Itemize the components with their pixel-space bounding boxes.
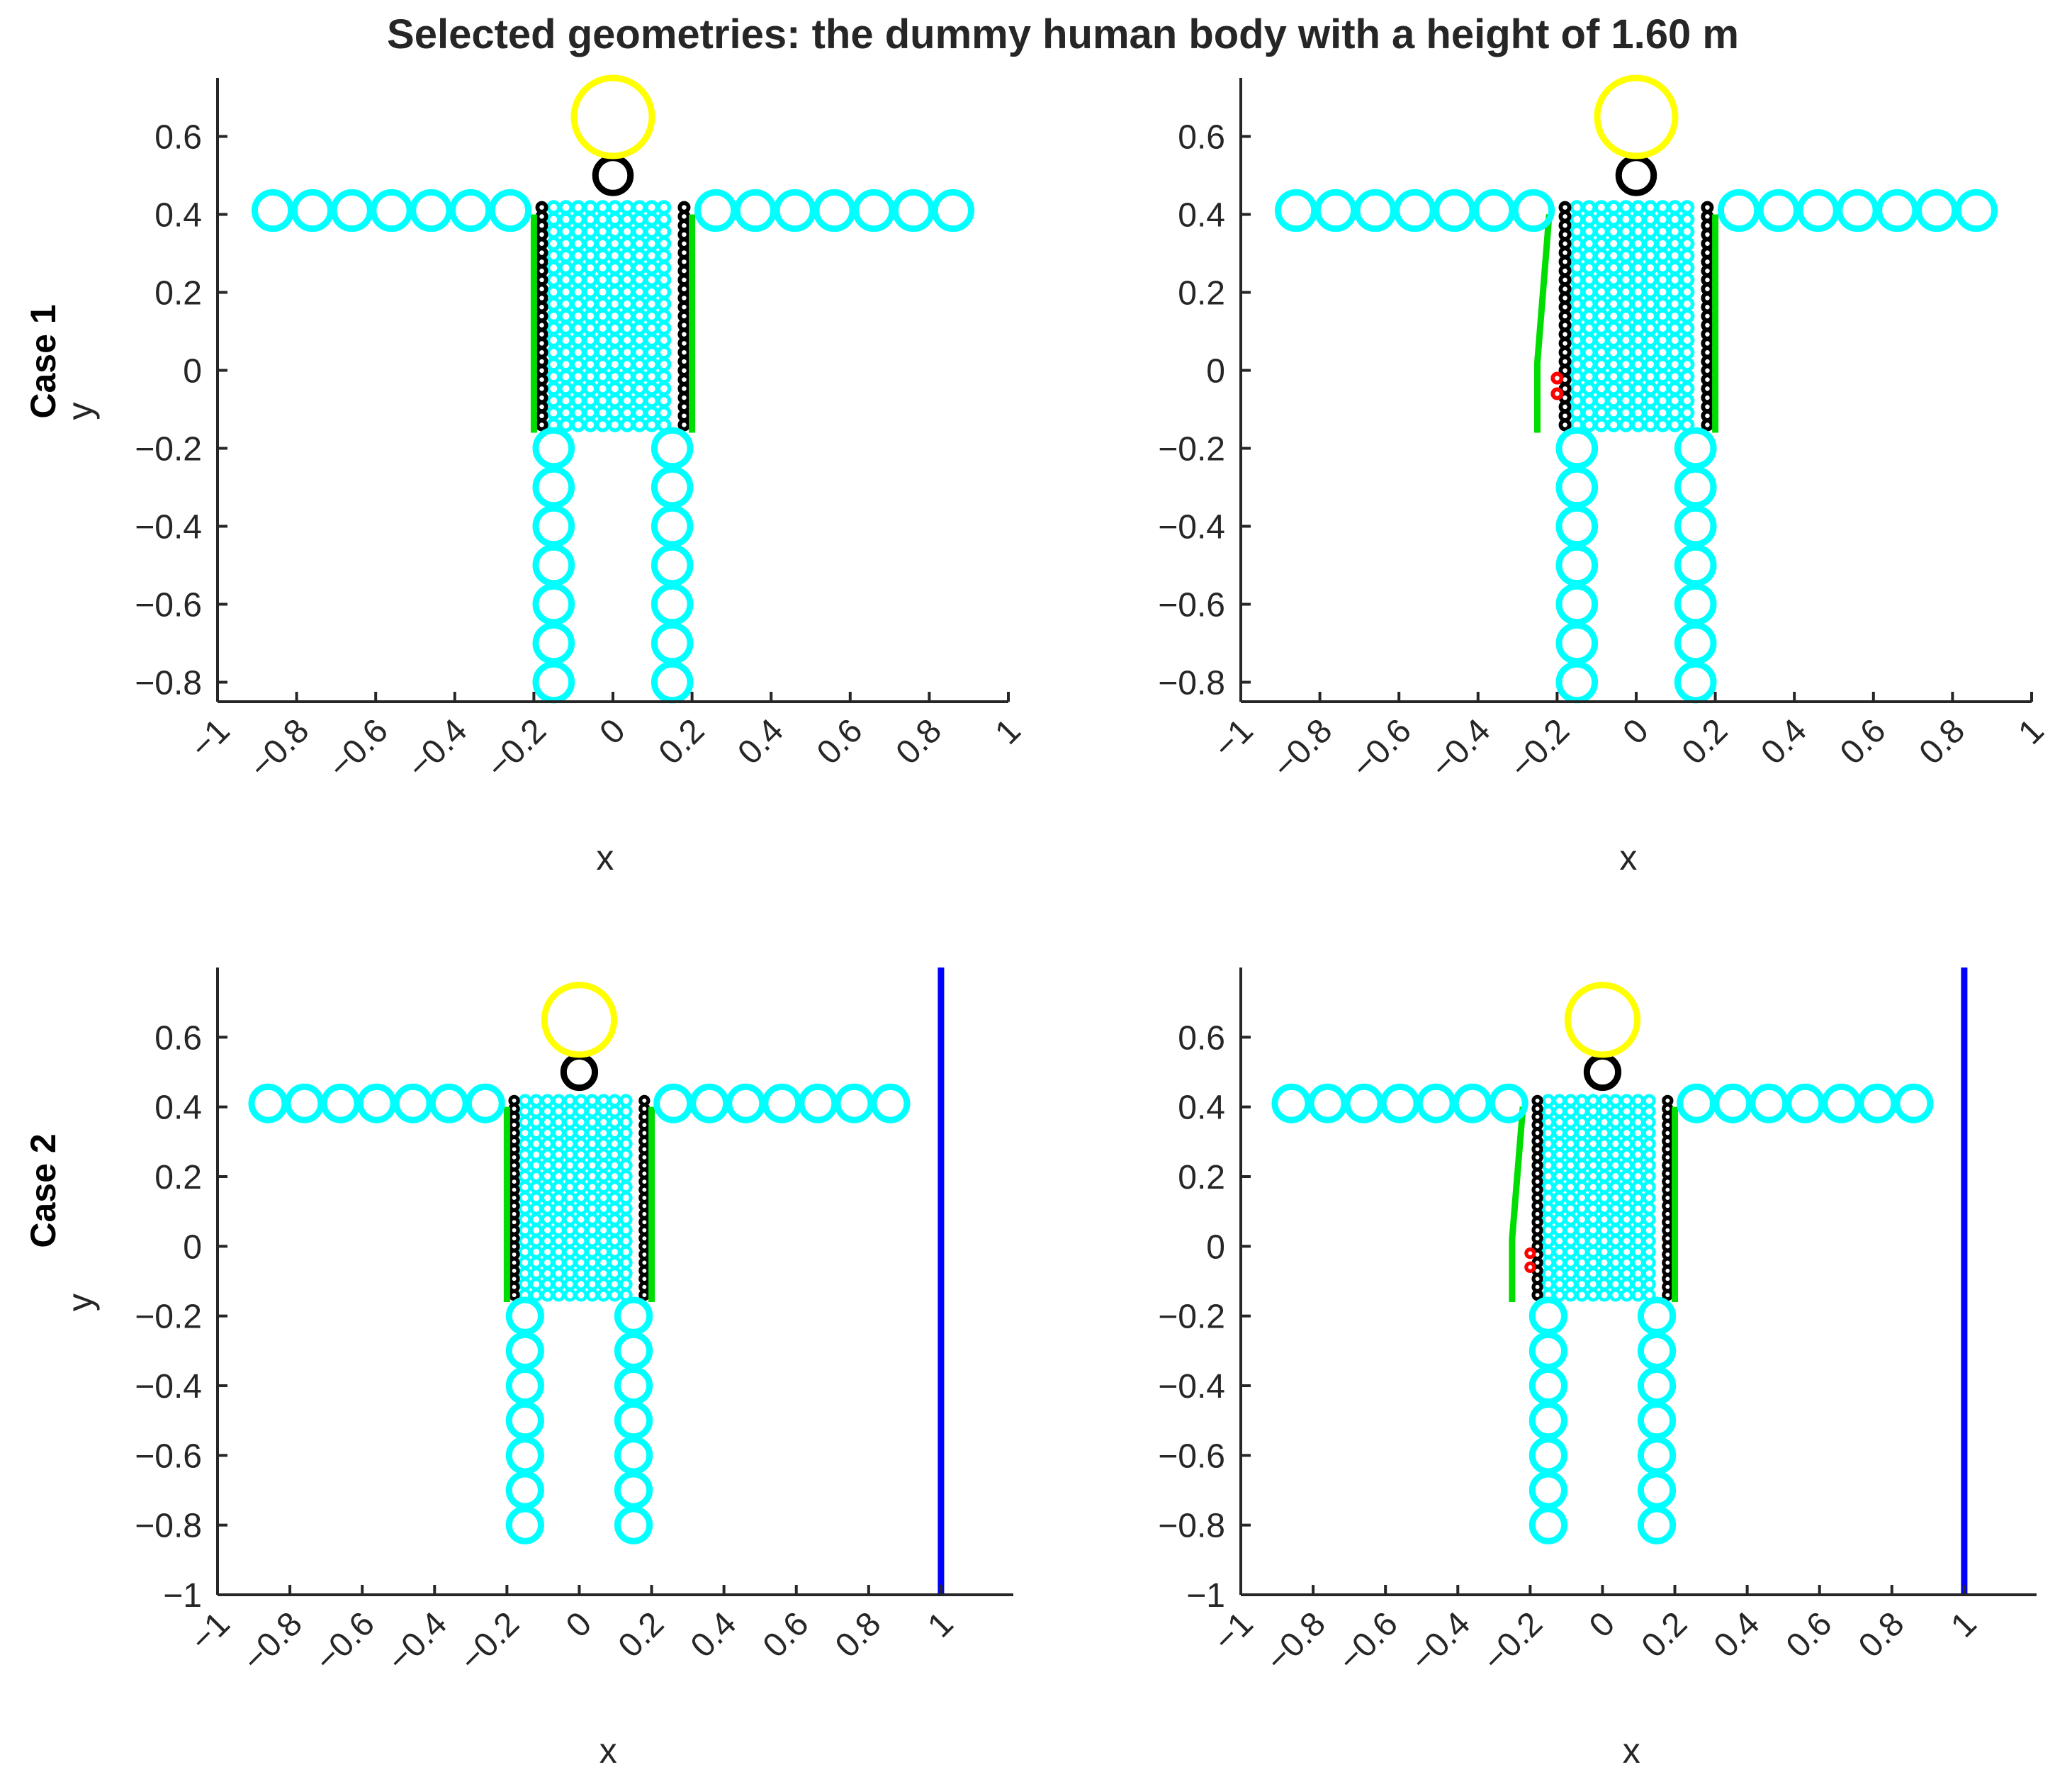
- torso-point: [1642, 1094, 1656, 1108]
- y-tick-label: 0: [183, 353, 202, 391]
- panel-case1-left: −0.8−0.6−0.4−0.200.20.40.6−1 −0.8 −0.6 −0.4…: [23, 74, 1028, 877]
- y-axis-label: y: [60, 403, 100, 420]
- right-side-chain: [1701, 201, 1714, 432]
- side-point: [1701, 201, 1714, 214]
- y-tick-label: 0.6: [1178, 119, 1225, 157]
- y-axis-label: y: [60, 1294, 100, 1311]
- y-axis-label: y: [60, 403, 100, 420]
- side-point: [1662, 1094, 1674, 1106]
- torso-grid: [1541, 1094, 1656, 1302]
- torso-grid: [1569, 200, 1695, 432]
- side-point: [535, 201, 548, 214]
- y-tick-label: 0: [1206, 1228, 1225, 1266]
- y-tick-label: −0.4: [135, 1368, 202, 1406]
- left-side-chain: [535, 201, 548, 432]
- y-tick-label: −0.2: [1158, 1299, 1225, 1336]
- y-tick-label: −0.6: [135, 587, 202, 624]
- torso-grid: [546, 200, 672, 432]
- leg-point: [532, 661, 575, 704]
- highlight-point: [1550, 371, 1564, 385]
- y-tick-label: −0.8: [135, 665, 202, 702]
- highlight-point: [1550, 387, 1564, 400]
- head-circle: [570, 74, 655, 159]
- y-tick-label: −0.8: [1158, 665, 1225, 702]
- y-tick-label: 0.6: [154, 119, 202, 157]
- y-tick-label: 0.4: [1178, 197, 1225, 235]
- arm-point: [870, 1083, 911, 1123]
- y-tick-label: −1: [1186, 1577, 1225, 1615]
- x-axis-label: x: [1619, 838, 1637, 877]
- leg-point: [1555, 661, 1599, 704]
- y-tick-label: 0.2: [1178, 275, 1225, 313]
- arm-point: [1511, 189, 1555, 232]
- x-axis-label: x: [599, 1731, 617, 1771]
- leg-point: [614, 1505, 653, 1544]
- torso-grid: [518, 1094, 633, 1302]
- y-tick-label: −0.6: [1158, 1437, 1225, 1475]
- left-side-chain: [1558, 201, 1572, 432]
- torso-point: [1679, 200, 1695, 215]
- arm-point: [488, 189, 532, 232]
- y-tick-label: −0.8: [1158, 1508, 1225, 1545]
- y-tick-label: 0.4: [1178, 1089, 1225, 1127]
- y-tick-label: 0.4: [154, 197, 202, 235]
- y-tick-label: 0: [1206, 353, 1225, 391]
- y-tick-label: 0.2: [154, 275, 202, 313]
- side-point: [677, 201, 691, 214]
- torso-point: [656, 200, 672, 215]
- leg-point: [1674, 661, 1717, 704]
- arm-point: [465, 1083, 505, 1123]
- torso-point: [619, 1094, 633, 1108]
- y-tick-label: −0.6: [135, 1437, 202, 1475]
- right-side-chain: [1662, 1094, 1674, 1301]
- side-point: [1531, 1094, 1543, 1106]
- y-tick-label: −0.6: [1158, 587, 1225, 624]
- highlight-point: [1524, 1261, 1536, 1273]
- arm-point: [1954, 189, 1998, 232]
- y-tick-label: −0.4: [1158, 509, 1225, 546]
- y-axis-label: y: [60, 1294, 100, 1311]
- side-point: [508, 1094, 520, 1106]
- y-tick-label: 0.2: [1178, 1159, 1225, 1196]
- left-side-chain: [508, 1094, 520, 1301]
- arm-point: [1488, 1083, 1528, 1123]
- row-label: Case 2: [23, 1133, 63, 1247]
- arm-point: [1893, 1083, 1934, 1123]
- y-tick-label: 0.6: [154, 1019, 202, 1057]
- left-side-line: [1534, 214, 1553, 433]
- leg-point: [505, 1505, 545, 1544]
- right-side-chain: [677, 201, 691, 432]
- right-side-chain: [638, 1094, 651, 1301]
- y-tick-label: −0.4: [135, 509, 202, 546]
- highlight-point: [1524, 1247, 1536, 1260]
- y-tick-label: 0.6: [1178, 1019, 1225, 1057]
- side-point: [1558, 201, 1572, 214]
- y-tick-label: −0.2: [1158, 431, 1225, 469]
- left-side-line: [1509, 1106, 1526, 1302]
- y-tick-label: −0.2: [135, 1299, 202, 1336]
- y-tick-label: −0.4: [1158, 1368, 1225, 1406]
- head-circle: [1594, 74, 1679, 159]
- head-circle: [1564, 982, 1641, 1058]
- head-circle: [541, 982, 618, 1058]
- figure-title: Selected geometries: the dummy human bod…: [387, 11, 1739, 57]
- y-tick-label: −0.2: [135, 431, 202, 469]
- y-tick-label: 0.2: [154, 1159, 202, 1196]
- y-tick-label: −0.8: [135, 1508, 202, 1545]
- y-tick-label: 0.4: [154, 1089, 202, 1127]
- leg-point: [1637, 1505, 1677, 1544]
- side-point: [638, 1094, 651, 1106]
- x-axis-label: x: [1623, 1731, 1640, 1771]
- x-axis-label: x: [596, 838, 614, 877]
- left-side-chain: [1531, 1094, 1543, 1301]
- leg-point: [651, 661, 694, 704]
- row-label: Case 1: [23, 304, 63, 418]
- y-tick-label: 0: [183, 1228, 202, 1266]
- leg-point: [1528, 1505, 1568, 1544]
- arm-point: [931, 189, 975, 232]
- y-tick-label: −1: [163, 1577, 202, 1615]
